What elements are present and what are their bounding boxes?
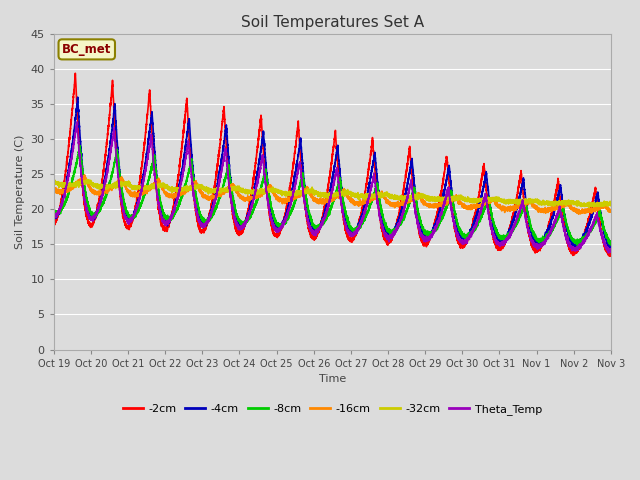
-8cm: [574, 242, 582, 248]
Theta_Temp: [584, 231, 591, 237]
-4cm: [74, 94, 81, 100]
-2cm: [584, 222, 591, 228]
Title: Soil Temperatures Set A: Soil Temperatures Set A: [241, 15, 424, 30]
-4cm: [584, 225, 591, 231]
Theta_Temp: [239, 224, 247, 229]
-32cm: [577, 201, 584, 207]
-4cm: [50, 213, 58, 219]
-4cm: [239, 223, 247, 229]
-16cm: [239, 194, 247, 200]
-16cm: [575, 211, 582, 217]
Text: BC_met: BC_met: [62, 43, 111, 56]
-32cm: [473, 199, 481, 204]
Line: -8cm: -8cm: [54, 146, 611, 245]
-2cm: [577, 241, 584, 247]
-4cm: [473, 212, 481, 218]
-2cm: [607, 252, 614, 258]
-2cm: [606, 253, 614, 259]
-2cm: [314, 230, 321, 236]
Y-axis label: Soil Temperature (C): Soil Temperature (C): [15, 134, 25, 249]
Line: -4cm: -4cm: [54, 97, 611, 250]
-8cm: [577, 241, 584, 247]
-2cm: [457, 243, 465, 249]
-16cm: [584, 208, 591, 214]
-4cm: [577, 239, 584, 245]
-8cm: [607, 239, 614, 245]
-8cm: [457, 229, 465, 235]
-8cm: [314, 225, 321, 230]
Theta_Temp: [577, 244, 584, 250]
-32cm: [314, 190, 321, 195]
Line: -32cm: -32cm: [54, 179, 611, 208]
Line: -2cm: -2cm: [54, 73, 611, 256]
-32cm: [457, 195, 465, 201]
-2cm: [473, 204, 481, 210]
-32cm: [50, 176, 58, 181]
Line: Theta_Temp: Theta_Temp: [54, 122, 611, 253]
Theta_Temp: [607, 249, 614, 254]
-32cm: [239, 188, 247, 193]
-32cm: [586, 205, 593, 211]
Theta_Temp: [457, 239, 465, 245]
-8cm: [239, 218, 247, 224]
-8cm: [473, 223, 481, 229]
Theta_Temp: [605, 250, 612, 256]
-16cm: [457, 201, 465, 207]
X-axis label: Time: Time: [319, 374, 346, 384]
-8cm: [50, 205, 58, 211]
-8cm: [76, 143, 84, 149]
-16cm: [50, 185, 58, 191]
Theta_Temp: [50, 214, 58, 219]
-2cm: [72, 71, 79, 76]
-16cm: [607, 208, 614, 214]
-16cm: [81, 172, 89, 178]
-4cm: [607, 247, 614, 252]
Legend: -2cm, -4cm, -8cm, -16cm, -32cm, Theta_Temp: -2cm, -4cm, -8cm, -16cm, -32cm, Theta_Te…: [118, 399, 547, 419]
-32cm: [607, 201, 614, 207]
Theta_Temp: [314, 228, 321, 234]
-4cm: [457, 237, 465, 242]
-8cm: [584, 231, 591, 237]
-32cm: [584, 202, 591, 208]
-16cm: [314, 200, 321, 206]
-2cm: [50, 219, 58, 225]
-4cm: [314, 228, 321, 233]
-32cm: [50, 178, 58, 184]
Theta_Temp: [473, 221, 481, 227]
-16cm: [577, 211, 584, 216]
Line: -16cm: -16cm: [54, 175, 611, 214]
Theta_Temp: [73, 119, 81, 125]
-2cm: [239, 226, 247, 232]
-4cm: [607, 242, 614, 248]
-16cm: [473, 204, 481, 210]
